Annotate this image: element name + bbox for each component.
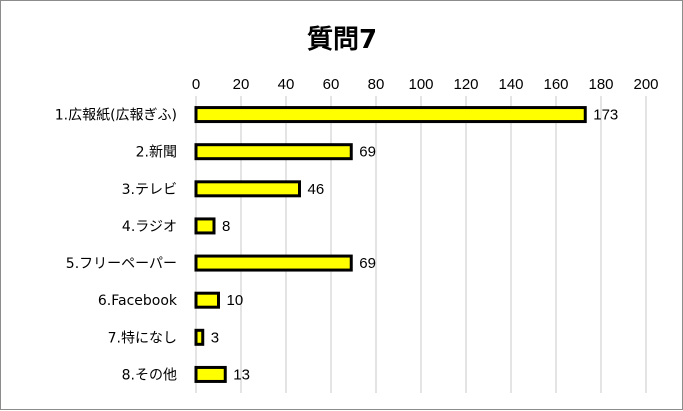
data-label: 10 — [227, 292, 244, 309]
x-tick-label: 0 — [192, 76, 200, 93]
chart-title: 質問7 — [307, 25, 377, 55]
category-label: 2.新聞 — [136, 145, 177, 161]
x-tick-label: 40 — [278, 76, 295, 93]
bars — [194, 106, 587, 383]
bar — [194, 143, 353, 161]
bar — [194, 291, 220, 309]
x-tick-label: 140 — [498, 76, 523, 93]
x-tick-label: 80 — [368, 76, 385, 93]
bar — [194, 180, 301, 198]
category-label: 8.その他 — [122, 367, 177, 383]
x-tick-label: 100 — [408, 76, 433, 93]
data-label: 69 — [359, 144, 376, 161]
bar — [194, 217, 216, 235]
x-axis-ticks: 0 20 40 60 80 100 120 140 160 180 200 — [192, 76, 659, 93]
data-labels: 173 69 46 8 69 10 3 13 — [211, 107, 619, 384]
category-label: 4.ラジオ — [122, 219, 177, 235]
gridlines — [195, 96, 647, 393]
category-label: 3.テレビ — [122, 182, 177, 198]
category-label: 6.Facebook — [98, 293, 178, 309]
data-label: 3 — [211, 329, 219, 346]
category-label: 7.特になし — [108, 330, 177, 346]
bar — [194, 254, 353, 272]
data-label: 173 — [593, 107, 618, 124]
bar — [194, 365, 227, 383]
x-tick-label: 180 — [588, 76, 613, 93]
x-tick-label: 60 — [323, 76, 340, 93]
x-tick-label: 120 — [453, 76, 478, 93]
bar — [194, 106, 587, 124]
data-label: 13 — [233, 366, 250, 383]
x-tick-label: 200 — [633, 76, 658, 93]
data-label: 8 — [222, 218, 230, 235]
category-label: 1.広報紙(広報ぎふ) — [55, 108, 177, 124]
data-label: 46 — [308, 181, 325, 198]
data-label: 69 — [359, 255, 376, 272]
x-tick-label: 160 — [543, 76, 568, 93]
x-tick-label: 20 — [233, 76, 250, 93]
category-label: 5.フリーペーパー — [66, 256, 177, 272]
bar — [194, 328, 205, 346]
category-labels: 1.広報紙(広報ぎふ) 2.新聞 3.テレビ 4.ラジオ 5.フリーペーパー 6.Face… — [55, 108, 178, 384]
